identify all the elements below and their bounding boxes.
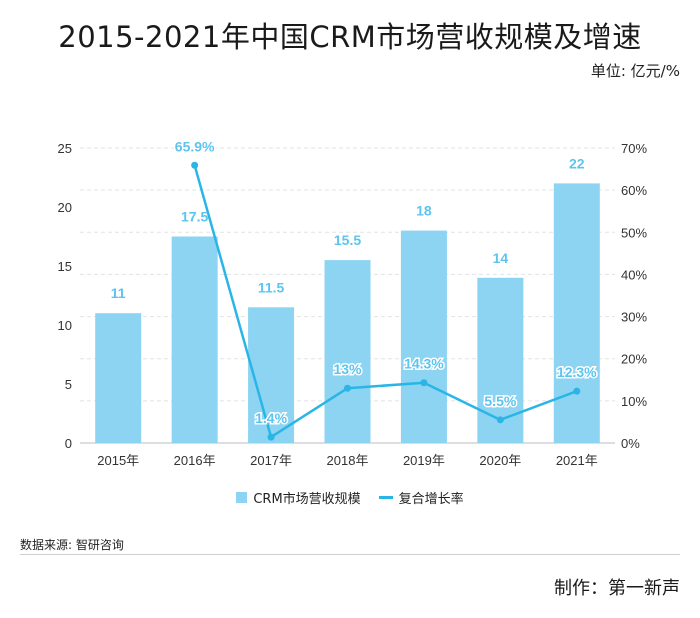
legend-label-bar: CRM市场营收规模 [253,492,361,507]
bar-value-label: 14 [493,250,509,266]
bar [553,183,600,443]
legend: CRM市场营收规模 复合增长率 [0,488,700,507]
legend-item-line: 复合增长率 [378,488,464,507]
growth-point [191,161,199,169]
chart-canvas: 0 5 10 15 20 25 0% 10% 20% 30% 40% 50% 60% 70% 2015年 20… [58,137,648,468]
y-left-tick-label: 15 [58,259,72,274]
y-left-tick-label: 0 [65,436,72,451]
maker-credit: 制作：第一新声 [554,578,680,599]
growth-line [193,164,578,439]
legend-item-bar: CRM市场营收规模 [236,488,361,507]
x-tick-label: 2015年 [97,453,139,468]
source-note: 数据来源: 智研咨询 [20,538,124,552]
line-value-label: 65.9% [175,138,215,154]
y-right-tick-label: 50% [621,225,647,240]
line-value-label: 13% [333,361,362,377]
bar-value-label: 17.5 [181,209,208,225]
bar [171,236,218,443]
y-left-tick-label: 10 [58,318,72,333]
y-right-tick-label: 20% [621,352,647,367]
legend-label-line: 复合增长率 [398,492,464,507]
bar [95,313,142,443]
bar [248,307,295,443]
y-right-tick-label: 70% [621,141,647,156]
x-tick-label: 2021年 [556,453,598,468]
bar-value-label: 11.5 [258,279,285,295]
line-value-label: 12.3% [557,364,597,380]
y-right-tick-label: 40% [621,267,647,282]
y-left-tick-label: 5 [65,377,72,392]
x-tick-label: 2019年 [403,453,445,468]
growth-point [573,387,581,395]
y-right-tick-label: 0% [621,436,640,451]
line-value-label: 5.5% [484,393,516,409]
bar-value-label: 18 [416,203,432,219]
x-tick-label: 2020年 [479,453,521,468]
line-value-label: 1.4% [255,410,287,426]
growth-point [267,433,275,441]
bar [477,277,524,443]
chart-title: 2015-2021年中国CRM市场营收规模及增速 [58,20,642,54]
x-tick-label: 2016年 [174,453,216,468]
x-tick-label: 2018年 [327,453,369,468]
bar-value-label: 22 [569,155,585,171]
y-right-tick-label: 30% [621,310,647,325]
growth-point [420,379,428,387]
y-right-tick-label: 10% [621,394,647,409]
y-left-tick-label: 25 [58,141,72,156]
legend-swatch-bar [236,492,248,503]
unit-label: 单位: 亿元/% [590,62,680,80]
growth-point [496,416,504,424]
bar-value-label: 11 [111,285,126,301]
growth-point [344,384,351,392]
y-right-tick-label: 60% [621,183,647,198]
legend-swatch-line [378,496,393,499]
y-left-tick-label: 20 [58,200,72,215]
bar-value-label: 15.5 [334,232,361,248]
divider [20,554,680,555]
bar [324,260,371,443]
line-value-label: 14.3% [404,356,444,372]
bar [400,230,447,443]
x-tick-label: 2017年 [250,453,292,468]
